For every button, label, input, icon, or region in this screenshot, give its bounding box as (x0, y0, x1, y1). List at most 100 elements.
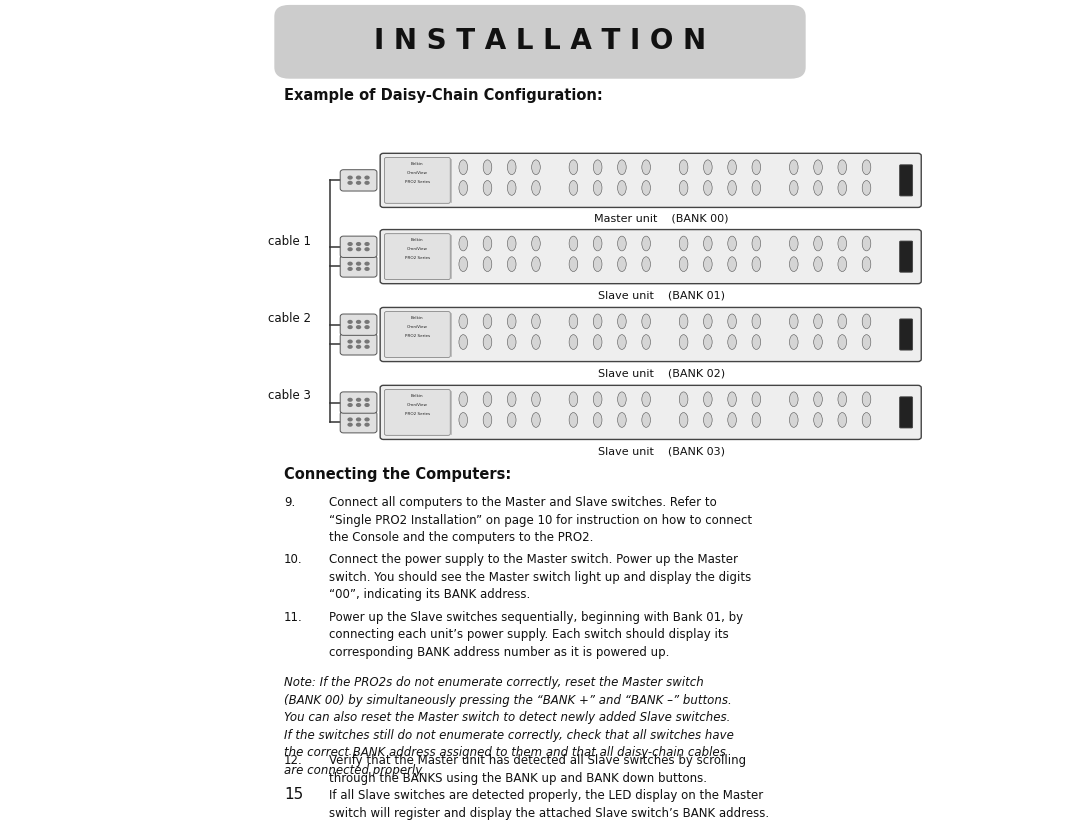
Circle shape (356, 242, 361, 246)
Ellipse shape (593, 314, 602, 329)
Ellipse shape (813, 236, 822, 251)
Text: cable 3: cable 3 (268, 389, 311, 403)
Ellipse shape (813, 413, 822, 427)
Text: 9.: 9. (284, 496, 295, 509)
Ellipse shape (593, 334, 602, 349)
Ellipse shape (752, 413, 760, 427)
Ellipse shape (459, 160, 468, 174)
Ellipse shape (642, 392, 650, 407)
Ellipse shape (752, 160, 760, 174)
Circle shape (364, 325, 369, 329)
Circle shape (364, 398, 369, 402)
Ellipse shape (593, 180, 602, 195)
Ellipse shape (862, 334, 870, 349)
FancyBboxPatch shape (340, 392, 377, 413)
Text: cable 1: cable 1 (268, 234, 311, 248)
FancyBboxPatch shape (340, 169, 377, 191)
FancyBboxPatch shape (340, 314, 377, 335)
Circle shape (364, 417, 369, 421)
Ellipse shape (459, 257, 468, 272)
FancyBboxPatch shape (380, 153, 921, 208)
Ellipse shape (728, 334, 737, 349)
Circle shape (364, 262, 369, 266)
Ellipse shape (789, 334, 798, 349)
Text: 11.: 11. (284, 610, 302, 624)
Circle shape (364, 181, 369, 185)
Ellipse shape (569, 314, 578, 329)
Ellipse shape (531, 180, 540, 195)
Ellipse shape (508, 236, 516, 251)
Ellipse shape (593, 413, 602, 427)
Circle shape (356, 181, 361, 185)
Ellipse shape (813, 160, 822, 174)
Text: Verify that the Master unit has detected all Slave switches by scrolling
through: Verify that the Master unit has detected… (329, 754, 770, 820)
Ellipse shape (789, 160, 798, 174)
Circle shape (348, 319, 353, 324)
Text: Slave unit    (BANK 03): Slave unit (BANK 03) (598, 446, 725, 456)
Ellipse shape (531, 160, 540, 174)
Circle shape (348, 417, 353, 421)
Ellipse shape (483, 236, 491, 251)
Text: OmniView: OmniView (407, 170, 428, 174)
Ellipse shape (642, 180, 650, 195)
Ellipse shape (569, 236, 578, 251)
Ellipse shape (618, 413, 626, 427)
FancyBboxPatch shape (340, 411, 377, 433)
FancyBboxPatch shape (384, 312, 450, 358)
Ellipse shape (483, 334, 491, 349)
Ellipse shape (703, 334, 712, 349)
Text: cable 2: cable 2 (268, 312, 311, 324)
FancyBboxPatch shape (900, 241, 913, 272)
Text: PRO2 Series: PRO2 Series (405, 334, 430, 338)
Ellipse shape (569, 413, 578, 427)
Ellipse shape (752, 180, 760, 195)
Ellipse shape (728, 160, 737, 174)
Ellipse shape (679, 314, 688, 329)
Ellipse shape (618, 257, 626, 272)
Ellipse shape (531, 236, 540, 251)
Circle shape (356, 417, 361, 421)
Circle shape (364, 175, 369, 179)
Text: 15: 15 (284, 786, 303, 801)
Ellipse shape (703, 257, 712, 272)
Circle shape (364, 423, 369, 427)
Ellipse shape (838, 180, 847, 195)
Ellipse shape (862, 314, 870, 329)
Ellipse shape (531, 257, 540, 272)
Circle shape (348, 339, 353, 344)
Ellipse shape (813, 257, 822, 272)
FancyBboxPatch shape (340, 334, 377, 355)
Ellipse shape (618, 334, 626, 349)
FancyBboxPatch shape (900, 397, 913, 428)
FancyBboxPatch shape (900, 319, 913, 350)
Text: OmniView: OmniView (407, 324, 428, 329)
Ellipse shape (508, 257, 516, 272)
Ellipse shape (459, 314, 468, 329)
Ellipse shape (459, 413, 468, 427)
Circle shape (364, 319, 369, 324)
Ellipse shape (569, 180, 578, 195)
Ellipse shape (728, 236, 737, 251)
Ellipse shape (531, 392, 540, 407)
Ellipse shape (483, 257, 491, 272)
Ellipse shape (459, 392, 468, 407)
Ellipse shape (679, 180, 688, 195)
Text: Slave unit    (BANK 01): Slave unit (BANK 01) (598, 290, 725, 300)
Ellipse shape (789, 392, 798, 407)
Ellipse shape (752, 257, 760, 272)
Ellipse shape (593, 392, 602, 407)
Ellipse shape (728, 413, 737, 427)
FancyBboxPatch shape (380, 385, 921, 440)
Ellipse shape (642, 257, 650, 272)
Ellipse shape (642, 413, 650, 427)
Circle shape (348, 267, 353, 271)
Ellipse shape (789, 314, 798, 329)
Ellipse shape (531, 314, 540, 329)
Ellipse shape (703, 160, 712, 174)
Circle shape (364, 267, 369, 271)
Ellipse shape (862, 257, 870, 272)
Ellipse shape (569, 392, 578, 407)
Ellipse shape (862, 413, 870, 427)
Circle shape (356, 398, 361, 402)
Circle shape (348, 398, 353, 402)
